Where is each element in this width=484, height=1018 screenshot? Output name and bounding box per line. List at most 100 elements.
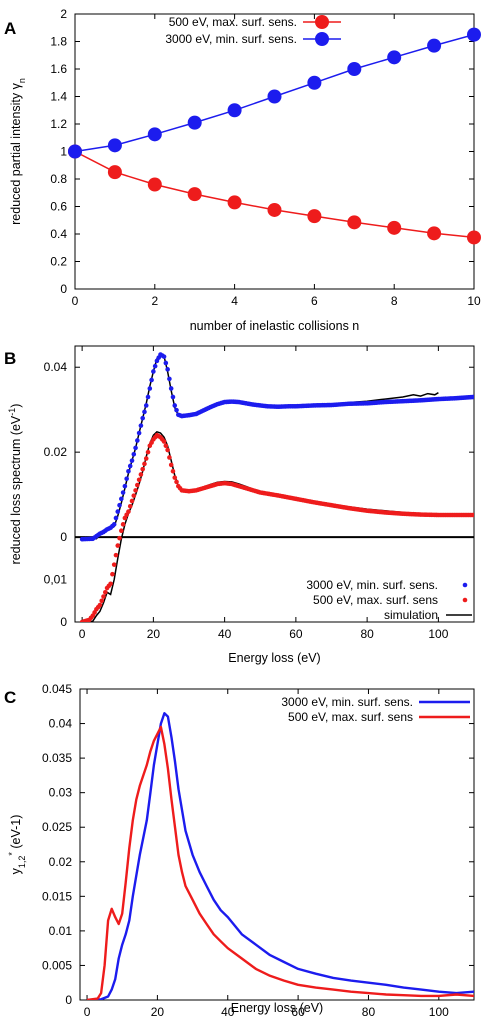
data-point [131, 493, 137, 498]
y-tick-label: 2 [60, 7, 67, 21]
data-point [122, 483, 128, 489]
y-tick-label: 1.6 [50, 62, 67, 76]
data-point [467, 230, 481, 245]
data-point [170, 468, 176, 474]
plot-frame [74, 345, 475, 623]
data-point [102, 589, 108, 595]
data-point [307, 75, 322, 90]
data-point [133, 488, 138, 493]
data-point [172, 403, 178, 408]
data-point [152, 363, 158, 369]
y-tick-label: 1.2 [50, 117, 67, 131]
data-point [471, 512, 474, 518]
x-axis-title: Energy loss (eV) [228, 651, 320, 665]
data-point [119, 496, 124, 502]
data-point [108, 581, 113, 587]
x-tick-label: 20 [147, 627, 161, 641]
y-tick-label: 0.005 [42, 958, 72, 972]
x-tick-label: 2 [151, 294, 158, 308]
data-point [135, 482, 140, 488]
data-point [161, 439, 167, 444]
data-point [138, 423, 144, 428]
series-line-0 [75, 150, 474, 239]
data-point [68, 144, 82, 159]
data-point [347, 62, 362, 76]
data-point [307, 209, 322, 224]
panel-letter: A [4, 19, 16, 38]
y-axis-title: y1,2* (eV-1) [7, 815, 27, 875]
data-point [187, 187, 202, 202]
y-tick-label: 0 [65, 993, 72, 1007]
y-tick-label: 0,01 [44, 573, 68, 587]
data-point [143, 403, 149, 408]
data-point [107, 138, 122, 153]
y-tick-label: 0.4 [50, 227, 67, 241]
data-point [143, 456, 149, 461]
data-point [127, 503, 133, 509]
data-point [126, 509, 131, 514]
y-tick-label: 1 [60, 145, 67, 159]
data-point [117, 535, 122, 541]
data-point [174, 479, 179, 485]
data-point [227, 103, 242, 118]
legend: 3000 eV, min. surf. sens.500 eV, max. su… [306, 578, 472, 622]
legend: 3000 eV, min. surf. sens.500 eV, max. su… [281, 695, 470, 724]
x-tick-label: 6 [311, 294, 318, 308]
y-tick-label: 0.6 [50, 200, 67, 214]
data-point [170, 394, 176, 400]
data-point [147, 177, 162, 192]
y-tick-label: 1.8 [50, 35, 67, 49]
data-point [267, 89, 282, 104]
y-tick-label: 0.01 [49, 924, 73, 938]
panel-letter: B [4, 349, 16, 368]
data-point [126, 468, 131, 474]
y-tick-label: 0.8 [50, 172, 67, 186]
y-tick-label: 0.015 [42, 889, 72, 903]
data-point [120, 522, 126, 527]
legend-swatch-marker [462, 582, 468, 588]
chart-panel-c: C 0 20 40 60 80 100 0 0.005 0.01 0.015 0.02 0.025 0.0… [4, 682, 475, 1018]
data-point [142, 409, 147, 415]
y-tick-label: 0 [60, 282, 67, 296]
legend-label: 3000 eV, min. surf. sens. [281, 695, 413, 709]
x-tick-label: 40 [218, 627, 232, 641]
data-point [163, 443, 169, 449]
data-point [347, 215, 362, 230]
data-point [129, 458, 135, 463]
data-point [167, 455, 172, 460]
data-point [119, 528, 124, 534]
y-axis-title: reduced loss spectrum (eV-1) [7, 404, 23, 565]
x-tick-label: 100 [429, 1005, 449, 1018]
data-point [161, 354, 167, 359]
legend-swatch-marker [315, 15, 329, 29]
data-point [165, 367, 170, 372]
data-point [172, 475, 178, 480]
x-tick-label: 80 [360, 627, 374, 641]
legend: 500 eV, max. surf. sens. 3000 eV, min. su… [165, 15, 341, 46]
data-point [131, 451, 137, 457]
data-point [124, 476, 129, 481]
data-point [136, 477, 142, 483]
x-tick-label: 80 [362, 1005, 376, 1018]
data-point [267, 202, 282, 217]
plot-area [86, 712, 474, 1000]
data-point [387, 220, 402, 235]
x-axis-title: number of inelastic collisions n [190, 319, 360, 333]
data-point [145, 394, 151, 400]
data-point [187, 115, 202, 130]
y-tick-label: 0.03 [49, 786, 73, 800]
data-point [133, 445, 138, 451]
data-point [168, 386, 174, 391]
x-tick-label: 8 [391, 294, 398, 308]
data-point [165, 447, 170, 453]
x-tick-label: 40 [221, 1005, 235, 1018]
series-line-0 [86, 712, 474, 1000]
legend-swatch-marker [462, 597, 468, 603]
data-point [117, 502, 122, 508]
x-tick-label: 60 [289, 627, 303, 641]
y-tick-label: 0.045 [42, 682, 72, 696]
data-point [115, 543, 121, 548]
data-point [151, 369, 156, 374]
data-point [427, 38, 442, 53]
